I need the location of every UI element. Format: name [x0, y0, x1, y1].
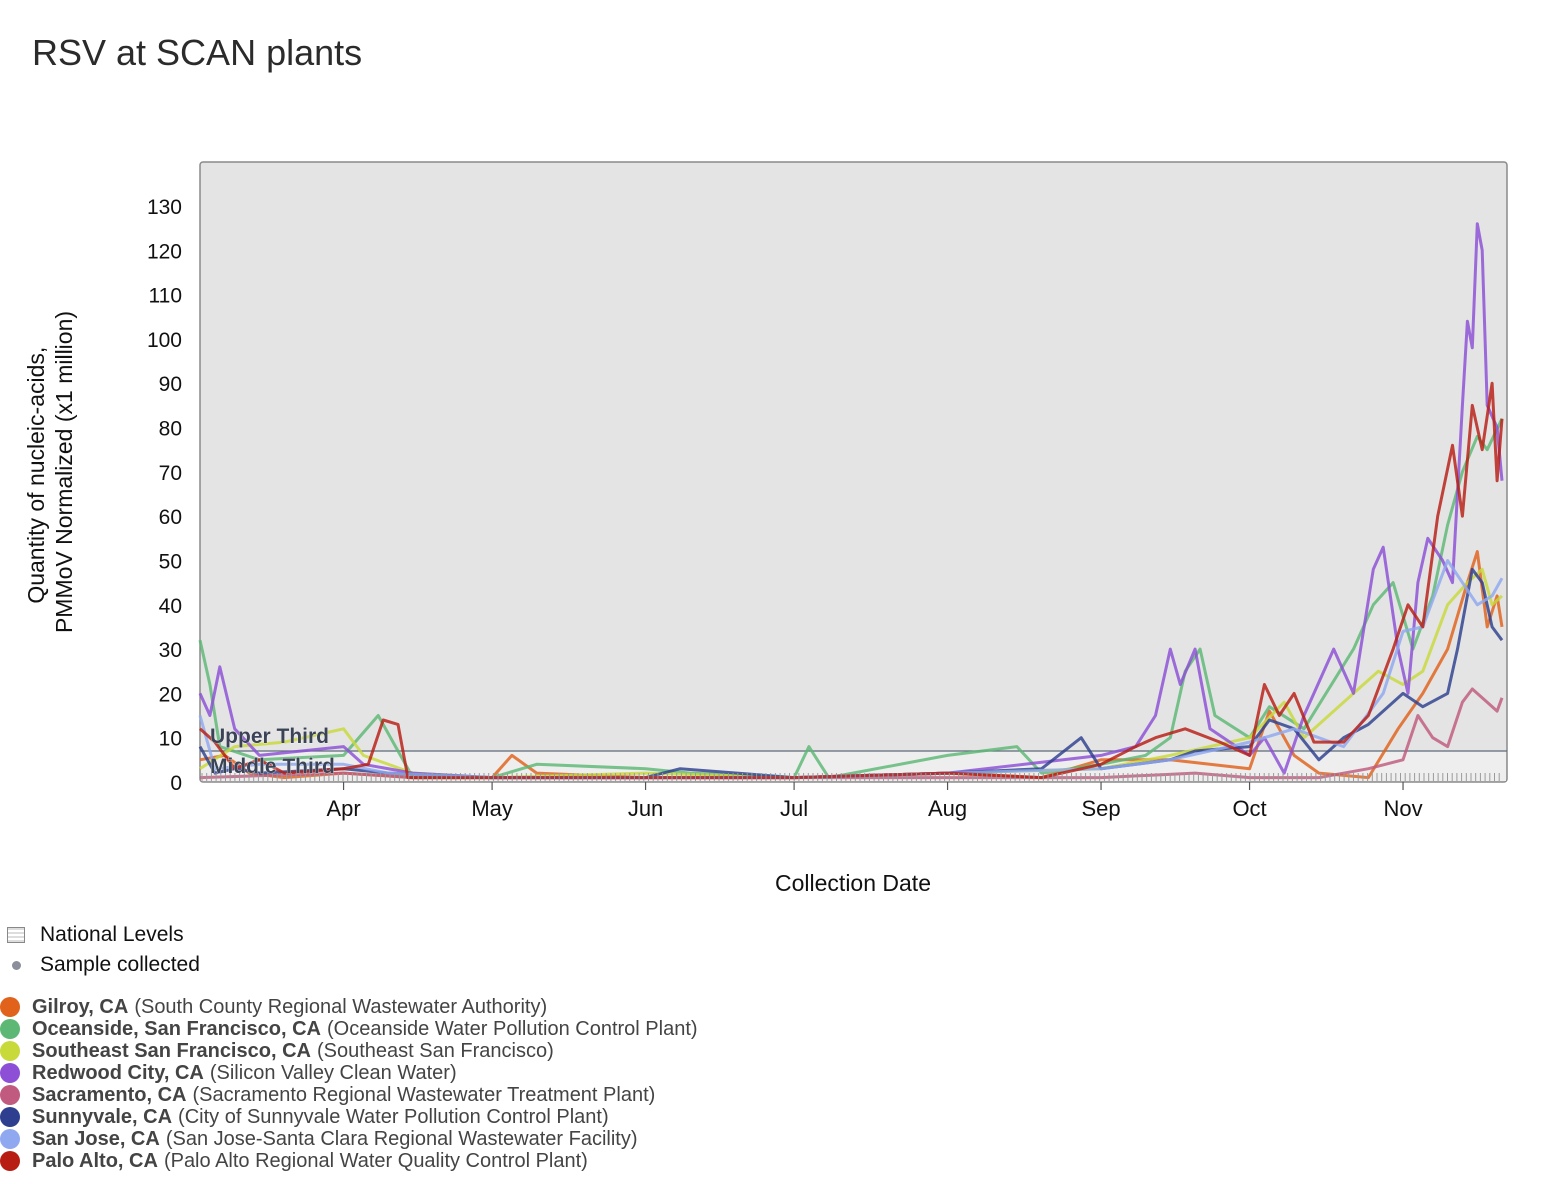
legend-sample-collected-label: Sample collected [40, 953, 200, 976]
y-tick-label: 70 [159, 462, 182, 485]
sample-dot-icon [6, 960, 26, 970]
y-tick-label: 20 [159, 683, 182, 706]
legend-site-name: Redwood City, CA [32, 1061, 204, 1084]
y-tick-label: 110 [149, 285, 182, 308]
y-tick-label: 120 [147, 240, 182, 263]
y-axis-label-line-2: PMMoV Normalized (x1 million) [51, 311, 77, 633]
series-line-southeast-san-francisco-ca [199, 567, 1504, 780]
plot-area [199, 161, 1508, 783]
legend-national-levels-label: National Levels [40, 923, 184, 946]
x-axis-label: Collection Date [775, 870, 931, 896]
legend-site-oceanside-san-francisco-ca[interactable]: Oceanside, San Francisco, CA (Oceanside W… [0, 1018, 698, 1040]
x-tick-label: Apr [326, 796, 360, 821]
legend-color-dot [0, 1151, 20, 1171]
legend-site-name: Oceanside, San Francisco, CA [32, 1017, 321, 1040]
legend-site-name: San Jose, CA [32, 1127, 160, 1150]
x-tick-label: Sep [1081, 796, 1120, 821]
legend-site-palo-alto-ca[interactable]: Palo Alto, CA (Palo Alto Regional Water Q… [0, 1150, 588, 1172]
y-tick-label: 90 [159, 373, 182, 396]
x-tick-label: Jul [780, 796, 808, 821]
legend-site-name: Sacramento, CA [32, 1083, 187, 1106]
legend-color-dot [0, 1041, 20, 1061]
series-line-palo-alto-ca [199, 381, 1504, 780]
legend-site-plant: (Sacramento Regional Wastewater Treatmen… [192, 1083, 656, 1106]
y-tick-label: 10 [159, 728, 182, 751]
national-levels-icon [6, 927, 26, 943]
legend-sample-collected[interactable]: Sample collected [6, 950, 200, 980]
national-level-labels: Upper Third Middle Third [210, 725, 335, 779]
legend-site-plant: (Palo Alto Regional Water Quality Contro… [163, 1149, 588, 1172]
legend-site-sunnyvale-ca[interactable]: Sunnyvale, CA (City of Sunnyvale Water Po… [0, 1106, 609, 1128]
x-tick-label: Aug [928, 796, 967, 821]
legend-site-name: Gilroy, CA [32, 995, 129, 1018]
national-level-label-middle: Middle Third [210, 755, 335, 778]
legend-color-dot [0, 1129, 20, 1149]
x-tick-label: Nov [1383, 796, 1422, 821]
legend-national-levels[interactable]: National Levels [6, 920, 184, 950]
legend-site-redwood-city-ca[interactable]: Redwood City, CA (Silicon Valley Clean Wa… [0, 1062, 457, 1084]
legend-site-sacramento-ca[interactable]: Sacramento, CA (Sacramento Regional Waste… [0, 1084, 655, 1106]
x-axis: Apr May Jun Jul Aug Sep Oct Nov [326, 782, 1423, 821]
y-axis-label-line-1: Quantity of nucleic-acids, [23, 347, 49, 604]
legend-site-plant: (South County Regional Wastewater Author… [134, 995, 548, 1018]
legend-site-name: Southeast San Francisco, CA [32, 1039, 311, 1062]
legend-color-dot [0, 1019, 20, 1039]
legend-site-name: Palo Alto, CA [32, 1149, 158, 1172]
sample-ticks [201, 773, 1500, 781]
legend-site-plant: (Silicon Valley Clean Water) [209, 1061, 457, 1084]
legend-site-plant: (City of Sunnyvale Water Pollution Contr… [178, 1105, 609, 1128]
y-tick-label: 80 [159, 418, 182, 441]
national-level-label-upper: Upper Third [210, 725, 329, 748]
legend-site-plant: (Oceanside Water Pollution Control Plant… [327, 1017, 698, 1040]
x-tick-label: May [471, 796, 513, 821]
x-tick-label: Jun [628, 796, 663, 821]
rsv-line-chart: Upper Third Middle Third 0 10 20 30 40 50 60 70 8… [23, 161, 1508, 896]
legend-site-plant: (Southeast San Francisco) [316, 1039, 554, 1062]
y-tick-label: 30 [159, 639, 182, 662]
y-axis-label: Quantity of nucleic-acids, PMMoV Normali… [23, 311, 77, 633]
legend-color-dot [0, 1085, 20, 1105]
legend-color-dot [0, 997, 20, 1017]
legend-color-dot [0, 1107, 20, 1127]
series-lines [198, 222, 1504, 780]
series-line-san-jose-ca [198, 559, 1504, 780]
legend-color-dot [0, 1063, 20, 1083]
y-tick-label: 0 [170, 772, 182, 795]
chart-title: RSV at SCAN plants [32, 32, 363, 73]
y-tick-label: 130 [147, 196, 182, 219]
legend-site-san-jose-ca[interactable]: San Jose, CA (San Jose-Santa Clara Region… [0, 1128, 638, 1150]
y-tick-label: 50 [159, 550, 182, 573]
y-tick-label: 100 [147, 329, 182, 352]
y-tick-label: 60 [159, 506, 182, 529]
legend-site-plant: (San Jose-Santa Clara Regional Wastewate… [165, 1127, 638, 1150]
legend-site-southeast-san-francisco-ca[interactable]: Southeast San Francisco, CA (Southeast Sa… [0, 1040, 554, 1062]
legend-site-gilroy-ca[interactable]: Gilroy, CA (South County Regional Wastewa… [0, 996, 547, 1018]
x-tick-label: Oct [1232, 796, 1266, 821]
legend-site-name: Sunnyvale, CA [32, 1105, 173, 1128]
y-tick-label: 40 [159, 595, 182, 618]
y-axis: 0 10 20 30 40 50 60 70 80 90 100 110 120 130 [147, 196, 182, 795]
